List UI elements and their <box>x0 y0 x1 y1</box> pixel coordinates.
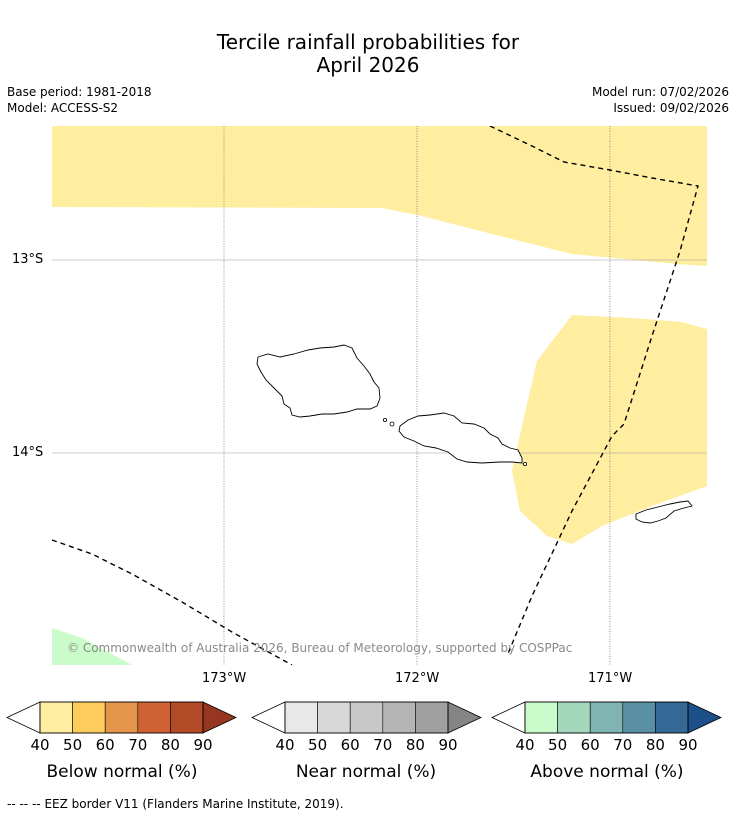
model-name: Model: ACCESS-S2 <box>7 101 119 115</box>
colorbar-segment <box>524 701 558 734</box>
colorbar-segment <box>284 701 318 734</box>
meta-left: Base period: 1981-2018 Model: ACCESS-S2 <box>7 84 152 116</box>
map-title: Tercile rainfall probabilities for April… <box>0 31 736 77</box>
islet-3 <box>522 461 527 466</box>
colorbar-tick-label: 80 <box>160 736 180 754</box>
eez-legend-symbol: -- -- -- <box>7 797 41 811</box>
lon-label-172w: 172°W <box>395 671 440 686</box>
colorbar-tick-label: 40 <box>30 736 50 754</box>
colorbar-above-normal <box>491 701 722 734</box>
colorbar-near-normal <box>251 701 482 734</box>
colorbar-below-normal <box>6 701 237 734</box>
base-period: Base period: 1981-2018 <box>7 85 152 99</box>
colorbar-tick-label: 80 <box>645 736 665 754</box>
colorbar-segment <box>415 701 449 734</box>
title-line-1: Tercile rainfall probabilities for <box>216 30 520 54</box>
colorbar-segment <box>137 701 171 734</box>
colorbar-segment <box>170 701 204 734</box>
colorbar-tick-label: 70 <box>613 736 633 754</box>
eez-legend-text: EEZ border V11 (Flanders Marine Institut… <box>44 797 344 811</box>
copyright-text: © Commonwealth of Australia 2026, Bureau… <box>67 641 573 655</box>
colorbar-tick-label: 60 <box>580 736 600 754</box>
colorbar-segment <box>349 701 384 734</box>
lat-label-14s: 14°S <box>12 445 44 460</box>
lon-label-171w: 171°W <box>588 671 633 686</box>
colorbar-segment <box>557 701 591 734</box>
lon-label-173w: 173°W <box>202 671 247 686</box>
colorbar-segment <box>317 701 351 734</box>
cb-near-under <box>251 701 286 734</box>
colorbar-segment <box>72 701 106 734</box>
colorbar-segment <box>655 701 689 734</box>
issued-date: Issued: 09/02/2026 <box>613 101 729 115</box>
eez-border-north <box>489 126 699 657</box>
title-line-2: April 2026 <box>316 53 420 77</box>
colorbar-title-below: Below normal (%) <box>46 762 198 782</box>
colorbar-tick-label: 80 <box>405 736 425 754</box>
tutuila-island <box>635 500 693 524</box>
cb-near-over <box>447 701 482 734</box>
colorbar-tick-label: 40 <box>275 736 295 754</box>
colorbar-tick-label: 40 <box>515 736 535 754</box>
colorbar-tick-label: 90 <box>193 736 213 754</box>
meta-right: Model run: 07/02/2026 Issued: 09/02/2026 <box>592 84 729 116</box>
colorbar-tick-label: 90 <box>438 736 458 754</box>
upolu-island <box>398 412 523 464</box>
islet-1 <box>382 417 387 422</box>
map-panel <box>52 126 707 665</box>
colorbar-tick-label: 60 <box>340 736 360 754</box>
eez-legend: -- -- -- EEZ border V11 (Flanders Marine… <box>7 797 344 811</box>
colorbar-title-near: Near normal (%) <box>295 762 437 782</box>
colorbar-segment <box>589 701 624 734</box>
colorbar-title-above: Above normal (%) <box>530 762 684 782</box>
cb-above-under <box>491 701 526 734</box>
colorbar-segment <box>39 701 73 734</box>
colorbar-segment <box>622 701 656 734</box>
colorbar-tick-label: 50 <box>63 736 83 754</box>
cb-below-under <box>6 701 41 734</box>
colorbar-tick-label: 70 <box>373 736 393 754</box>
colorbar-segment <box>382 701 416 734</box>
colorbar-tick-label: 90 <box>678 736 698 754</box>
above-normal-region <box>52 628 132 665</box>
colorbar-tick-label: 50 <box>548 736 568 754</box>
savaii-island <box>256 344 381 418</box>
cb-below-over <box>202 701 237 734</box>
colorbar-tick-label: 70 <box>128 736 148 754</box>
below-normal-region-east <box>512 315 707 544</box>
below-normal-region-north <box>52 126 707 266</box>
lat-label-13s: 13°S <box>12 252 44 267</box>
colorbar-segment <box>104 701 139 734</box>
model-run: Model run: 07/02/2026 <box>591 85 729 99</box>
cb-above-over <box>687 701 722 734</box>
islet-2 <box>389 421 395 427</box>
colorbar-tick-label: 60 <box>95 736 115 754</box>
colorbar-tick-label: 50 <box>308 736 328 754</box>
